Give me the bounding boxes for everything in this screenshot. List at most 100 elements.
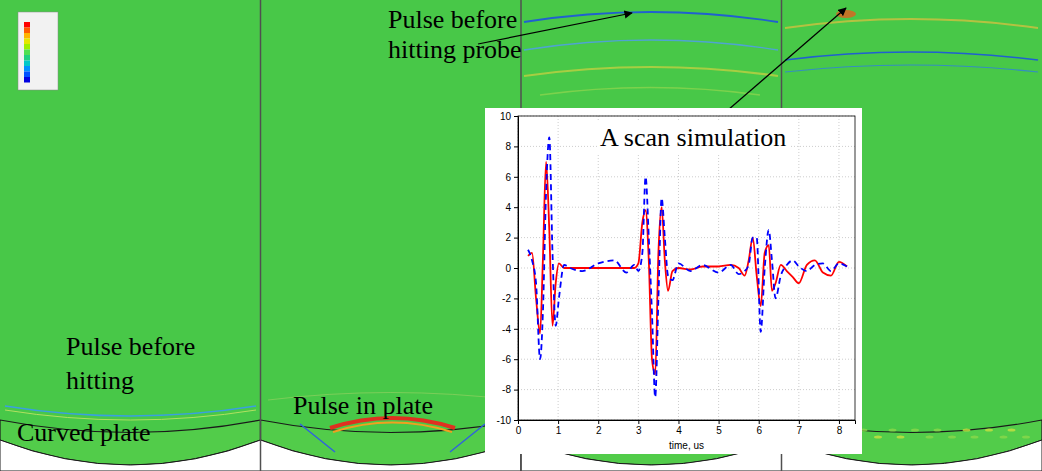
wave-speckle	[926, 435, 934, 438]
grid-line	[518, 328, 855, 329]
tick-mark	[514, 207, 518, 208]
tick-mark	[514, 146, 518, 147]
simulation-panels	[0, 0, 1042, 471]
chart-title: A scan simulation	[600, 123, 786, 152]
chart-title-group: A scan simulation	[597, 122, 789, 153]
tick: 0	[505, 263, 518, 274]
wave-speckle	[911, 428, 919, 431]
series-line	[528, 137, 847, 397]
tick-label: 8	[505, 141, 511, 152]
wave-speckle	[1022, 435, 1030, 438]
tick-label: -4	[502, 324, 511, 335]
panel	[261, 0, 522, 471]
wave-speckle	[971, 435, 979, 438]
tick: -8	[502, 384, 518, 395]
wave-speckle	[897, 435, 905, 438]
wave-front	[785, 52, 1038, 60]
grid-line	[518, 237, 855, 238]
wave-front	[524, 40, 778, 50]
annotation-text: Curved plate	[17, 418, 151, 447]
tick-mark	[514, 298, 518, 299]
wave-front	[5, 406, 256, 416]
tick-mark	[514, 177, 518, 178]
plot-frame	[518, 116, 855, 420]
series-line	[528, 162, 847, 375]
tick: 4	[676, 420, 682, 436]
contour-swatch	[24, 61, 30, 67]
tick-mark	[558, 420, 559, 424]
tick: 2	[596, 420, 602, 436]
tick-label: 7	[797, 425, 803, 436]
tick-mark	[514, 420, 518, 421]
figure: Pulse beforehitting probePulse beforehit…	[0, 0, 1042, 471]
title-patch	[597, 122, 789, 153]
tick: -6	[502, 354, 518, 365]
wave-speckle	[874, 435, 882, 438]
tick: 0	[516, 420, 522, 436]
wave-speckle	[1008, 428, 1016, 431]
annotation-text: Pulse before	[66, 332, 195, 361]
tick: 6	[756, 420, 762, 436]
contour-swatch	[24, 72, 30, 78]
contour-key-box	[18, 12, 58, 90]
panel-field	[0, 0, 261, 471]
grid-line	[518, 359, 855, 360]
tick-label: 4	[676, 425, 682, 436]
tick-label: 4	[505, 202, 511, 213]
tick-label: 10	[500, 111, 512, 122]
tick: 8	[505, 141, 518, 152]
tick: 5	[716, 420, 722, 436]
wave-front	[333, 423, 452, 433]
wave-front	[450, 424, 485, 452]
grid-line	[518, 298, 855, 299]
tick-label: 0	[505, 263, 511, 274]
tick-mark	[514, 359, 518, 360]
tick-label: 6	[756, 425, 762, 436]
tick-label: 8	[837, 425, 843, 436]
contour-swatch	[24, 77, 30, 83]
plate-bottom	[261, 440, 522, 471]
tick-mark	[839, 420, 840, 424]
contour-swatch	[24, 39, 30, 45]
tick-mark	[759, 420, 760, 424]
tick: -10	[497, 415, 518, 426]
wave-front	[300, 424, 335, 452]
tick-label: -6	[502, 354, 511, 365]
contour-swatch	[24, 28, 30, 34]
wave-speckle	[948, 435, 956, 438]
contour-swatch	[24, 66, 30, 72]
contour-swatch	[24, 22, 30, 28]
tick-label: -10	[497, 415, 512, 426]
tick-label: 5	[716, 425, 722, 436]
series-lines	[528, 137, 847, 397]
annotation-arrow	[478, 13, 632, 44]
annotation-arrow	[728, 8, 846, 110]
tick-label: 3	[636, 425, 642, 436]
tick-label: 2	[596, 425, 602, 436]
annotation-text: hitting	[66, 366, 134, 395]
contour-swatch	[24, 33, 30, 39]
tick-mark	[514, 329, 518, 330]
axis-line	[514, 117, 519, 421]
tick-label: 2	[505, 232, 511, 243]
tick: -4	[502, 324, 518, 335]
tick-mark	[638, 420, 639, 424]
chart-background	[485, 108, 862, 454]
wave-front	[785, 65, 1038, 72]
axis-line	[519, 421, 856, 425]
wave-speckle	[963, 428, 971, 431]
grid-line	[718, 116, 719, 420]
contour-key	[18, 12, 58, 90]
tick-label: 0	[516, 425, 522, 436]
annotation-text: Pulse before	[388, 5, 517, 34]
grid-line	[518, 389, 855, 390]
tick: 7	[797, 420, 803, 436]
wave-speckle	[889, 428, 897, 431]
tick: -2	[502, 293, 518, 304]
wave-front	[524, 12, 778, 22]
tick-label: -2	[502, 293, 511, 304]
contour-swatch	[24, 50, 30, 56]
x-axis-title: time, us	[669, 440, 704, 451]
tick-mark	[514, 390, 518, 391]
contour-swatch	[24, 55, 30, 61]
